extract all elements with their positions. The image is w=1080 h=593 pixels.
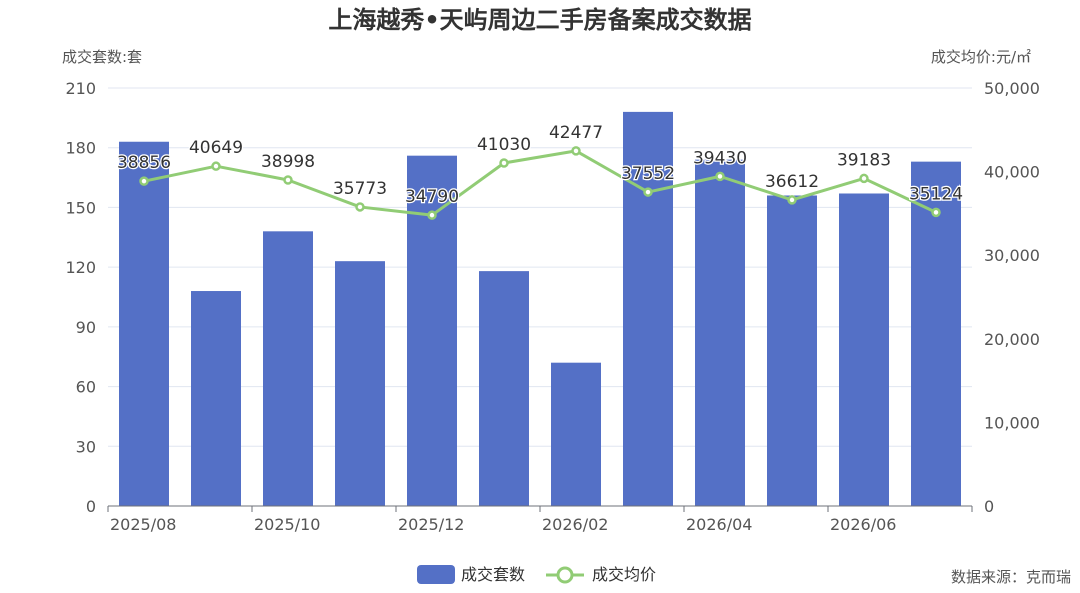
bar (911, 161, 961, 506)
y-left-tick-label: 210 (65, 79, 96, 98)
bar (623, 111, 673, 506)
y-right-tick-label: 40,000 (984, 163, 1040, 182)
bar (551, 362, 601, 506)
line-point (355, 202, 365, 212)
line-series (139, 146, 941, 220)
y-right-tick-label: 0 (984, 497, 994, 516)
bar (263, 231, 313, 507)
axes: 0 30 60 90 120 150 180 210 0 10,000 20,000 30,000 40… (65, 79, 1040, 534)
x-tick-label: 2026/04 (686, 515, 752, 534)
bar (119, 141, 169, 506)
chart-title: 上海越秀•天屿周边二手房备案成交数据 (328, 6, 751, 34)
x-tick-label: 2025/10 (254, 515, 320, 534)
x-tick-label: 2025/08 (110, 515, 176, 534)
line-data-label: 37552 (621, 164, 675, 184)
line-point (427, 210, 437, 220)
x-tick-label: 2026/02 (542, 515, 608, 534)
grid-lines (108, 87, 972, 447)
line-data-label: 36612 (765, 172, 819, 192)
y-left-tick-label: 0 (86, 497, 96, 516)
line-point (571, 146, 581, 156)
legend-bar-label: 成交套数 (461, 565, 525, 584)
bar (191, 291, 241, 506)
bar (767, 195, 817, 506)
y-right-tick-label: 30,000 (984, 246, 1040, 265)
line-data-label: 35124 (909, 184, 963, 204)
bar (335, 261, 385, 506)
y-right-tick-label: 20,000 (984, 330, 1040, 349)
y-left-tick-label: 150 (65, 198, 96, 217)
data-labels: 38856 40649 38998 35773 34790 41030 42477 37552… (116, 122, 965, 209)
x-tick-label: 2025/12 (398, 515, 464, 534)
y-left-tick-label: 120 (65, 258, 96, 277)
line-data-label: 39183 (837, 150, 891, 170)
legend-line-label: 成交均价 (592, 565, 656, 584)
bar (407, 155, 457, 506)
line-data-label: 38856 (117, 153, 171, 173)
legend[interactable]: 成交套数 成交均价 (417, 565, 656, 584)
y-right-tick-label: 50,000 (984, 79, 1040, 98)
y-left-tick-label: 60 (76, 378, 96, 397)
bar (839, 193, 889, 506)
line-data-label: 34790 (405, 187, 459, 207)
y-right-tick-label: 10,000 (984, 413, 1040, 432)
y-left-tick-label: 90 (76, 318, 96, 337)
line-data-label: 39430 (693, 148, 747, 168)
line-point (643, 187, 653, 197)
line-point (715, 171, 725, 182)
line-point (139, 176, 149, 186)
legend-bar-swatch (417, 565, 455, 584)
legend-line-marker (556, 566, 574, 584)
bar (479, 271, 529, 506)
x-tick-label: 2026/06 (830, 515, 896, 534)
line-path (143, 149, 937, 217)
line-data-label: 40649 (189, 138, 243, 158)
y-left-tick-label: 30 (76, 437, 96, 456)
bar (695, 159, 745, 506)
line-data-label: 42477 (549, 123, 603, 143)
y-right-axis-label: 成交均价:元/㎡ (931, 48, 1031, 66)
line-point (787, 195, 797, 205)
line-point (931, 207, 941, 218)
source-note: 数据来源：克而瑞 (951, 568, 1071, 586)
line-data-label: 41030 (477, 135, 531, 155)
bar-series (119, 111, 961, 507)
line-data-label: 38998 (261, 152, 315, 172)
y-left-axis-label: 成交套数:套 (62, 48, 142, 66)
line-point (859, 173, 869, 184)
line-data-label: 35773 (333, 179, 387, 199)
y-left-tick-label: 180 (65, 139, 96, 158)
line-point (499, 158, 509, 168)
line-point (283, 175, 293, 185)
line-point (211, 161, 221, 171)
